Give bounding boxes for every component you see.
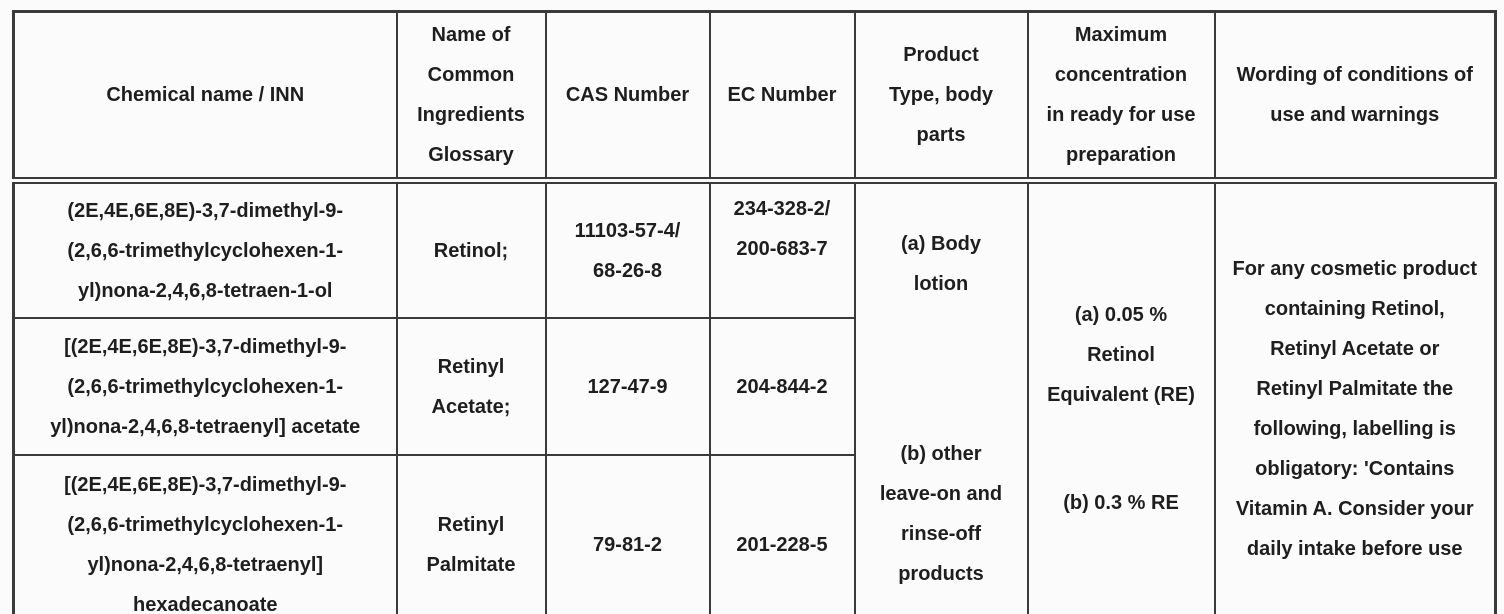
chemical-name-cell: (2E,4E,6E,8E)-3,7-dimethyl-9- (2,6,6-tri… bbox=[12, 179, 398, 320]
header-wording: Wording of conditions of use and warning… bbox=[1213, 10, 1497, 184]
cas-number-cell: 11103-57-4/ 68-26-8 bbox=[544, 179, 711, 320]
common-name-cell: Retinyl Acetate; bbox=[395, 317, 547, 457]
ec-number-cell: 204-844-2 bbox=[708, 317, 856, 457]
cas-number-cell: 127-47-9 bbox=[544, 317, 711, 457]
table-row-retinyl-palmitate: [(2E,4E,6E,8E)-3,7-dimethyl-9- (2,6,6-tr… bbox=[12, 454, 1496, 614]
ec-number-cell: 234-328-2/ 200-683-7 bbox=[708, 179, 856, 320]
header-max-concentration: Maximum concentration in ready for use p… bbox=[1026, 10, 1216, 184]
common-name-cell: Retinyl Palmitate bbox=[395, 454, 547, 614]
max-concentration-a: (a) 0.05 % Retinol Equivalent (RE) bbox=[1047, 304, 1195, 406]
chemical-name-cell: [(2E,4E,6E,8E)-3,7-dimethyl-9- (2,6,6-tr… bbox=[12, 454, 398, 614]
header-row: Chemical name / INN Name of Common Ingre… bbox=[12, 10, 1497, 184]
max-concentration-b: (b) 0.3 % RE bbox=[1063, 492, 1179, 514]
header-product-type: Product Type, body parts bbox=[853, 10, 1029, 184]
common-name-cell: Retinol; bbox=[395, 179, 547, 320]
header-chemical-name: Chemical name / INN bbox=[12, 10, 398, 184]
ingredients-regulation-table: Chemical name / INN Name of Common Ingre… bbox=[12, 10, 1497, 614]
product-type-b: (b) other leave-on and rinse-off product… bbox=[879, 443, 1003, 585]
table-row-retinyl-acetate: [(2E,4E,6E,8E)-3,7-dimethyl-9- (2,6,6-tr… bbox=[12, 317, 1496, 457]
header-cas-number: CAS Number bbox=[544, 10, 711, 184]
header-common-ingredients-glossary: Name of Common Ingredients Glossary bbox=[395, 10, 547, 184]
ec-number-cell: 201-228-5 bbox=[708, 454, 856, 614]
table-row-retinol: (2E,4E,6E,8E)-3,7-dimethyl-9- (2,6,6-tri… bbox=[12, 179, 1497, 614]
wording-cell: For any cosmetic product containing Reti… bbox=[1213, 179, 1497, 614]
max-concentration-cell: (a) 0.05 % Retinol Equivalent (RE) (b) 0… bbox=[1026, 179, 1216, 614]
cas-number-cell: 79-81-2 bbox=[544, 454, 711, 614]
chemical-name-cell: [(2E,4E,6E,8E)-3,7-dimethyl-9- (2,6,6-tr… bbox=[12, 317, 398, 457]
header-ec-number: EC Number bbox=[708, 10, 856, 184]
product-type-cell: (a) Body lotion (b) other leave-on and r… bbox=[853, 179, 1029, 614]
product-type-a: (a) Body lotion bbox=[901, 233, 981, 295]
